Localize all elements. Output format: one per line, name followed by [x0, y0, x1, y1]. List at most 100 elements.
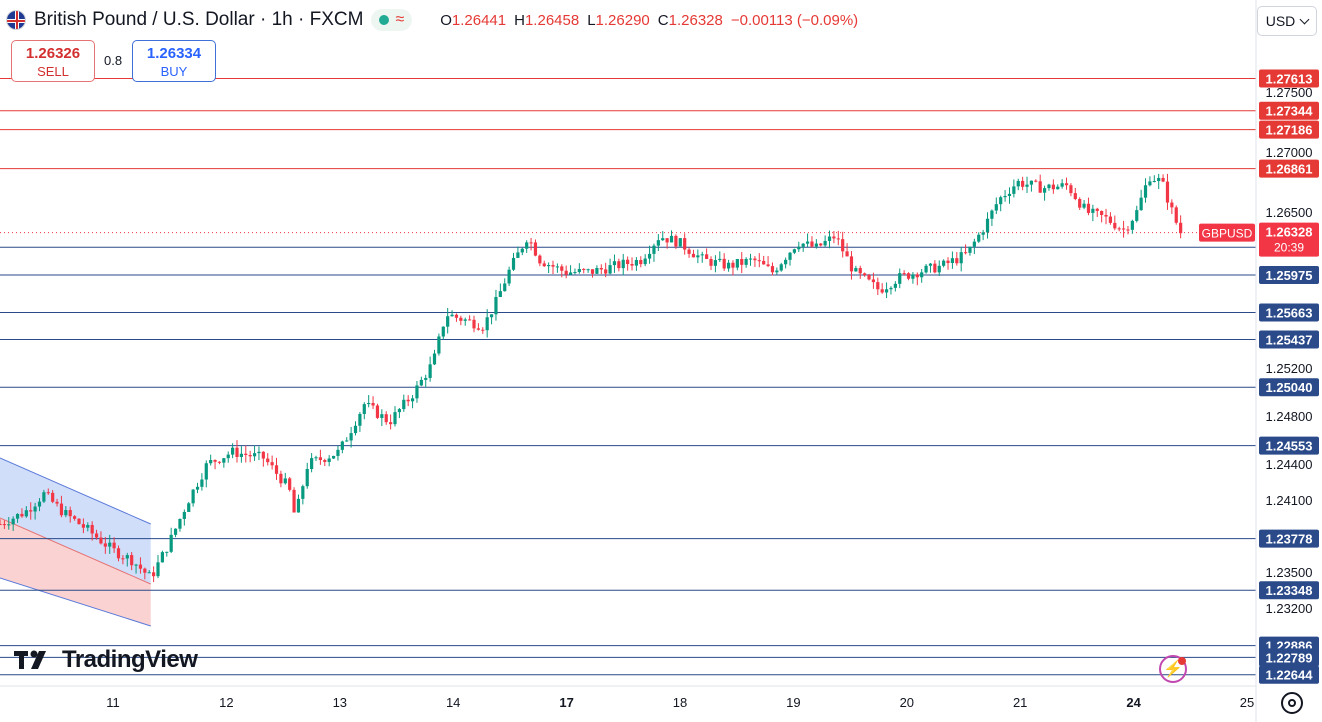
tradingview-logo[interactable]: TradingView: [14, 646, 198, 674]
y-tick-label-4: 1.24800: [1266, 409, 1313, 424]
symbol-tag: GBPUSD: [1202, 227, 1253, 241]
candle-body-178: [779, 264, 783, 271]
resistance-level-2-label-bg: [1259, 120, 1319, 139]
x-tick-label-5: 18: [673, 695, 687, 710]
candle-body-208: [911, 274, 915, 279]
y-tick-label-2: 1.26500: [1266, 205, 1313, 220]
candle-body-129: [564, 270, 568, 275]
candle-body-100: [437, 336, 441, 354]
candle-body-186: [814, 243, 818, 247]
buy-button[interactable]: 1.26334 BUY: [132, 40, 216, 82]
resistance-level-1-label: 1.27344: [1266, 104, 1314, 119]
y-tick-label-8: 1.23200: [1266, 601, 1313, 616]
candle-body-84: [367, 403, 371, 405]
candle-body-99: [432, 353, 437, 365]
candle-body-32: [138, 564, 143, 569]
candle-body-159: [696, 255, 700, 258]
candle-body-197: [863, 273, 867, 276]
candle-body-16: [68, 510, 72, 517]
candle-body-229: [1003, 195, 1007, 198]
candle-body-58: [252, 453, 257, 457]
market-status-pill[interactable]: ≈: [371, 9, 413, 31]
candle-body-95: [415, 385, 419, 399]
candle-body-6: [24, 510, 28, 517]
candle-body-36: [156, 562, 160, 577]
last-price-label: 1.26328: [1266, 225, 1313, 240]
candle-body-113: [494, 296, 498, 315]
candle-body-18: [77, 518, 81, 525]
candle-body-1: [2, 524, 6, 526]
candle-body-183: [801, 243, 805, 247]
x-tick-label-2: 13: [333, 695, 347, 710]
candle-body-132: [577, 268, 581, 273]
candle-body-203: [889, 287, 893, 290]
candle-body-53: [231, 447, 235, 455]
candle-body-158: [691, 253, 696, 258]
candle-body-102: [446, 316, 450, 327]
candle-body-142: [621, 259, 625, 269]
support-level-5-label-bg: [1259, 436, 1319, 455]
candle-body-92: [402, 399, 406, 410]
flash-alert-icon[interactable]: ⚡: [1159, 655, 1187, 683]
support-level-4-label: 1.25040: [1266, 380, 1313, 395]
candle-body-225: [985, 218, 990, 233]
candle-body-226: [990, 210, 994, 219]
candle-body-232: [1016, 180, 1020, 187]
tradingview-logo-icon: [14, 650, 46, 669]
price-axis-bg: [1256, 0, 1322, 722]
x-tick-label-4: 17: [559, 695, 573, 710]
candle-body-7: [29, 510, 33, 512]
candle-body-254: [1113, 222, 1117, 229]
candle-body-119: [520, 248, 524, 253]
candle-body-97: [424, 377, 428, 380]
symbol-tag-bg: [1199, 223, 1255, 242]
candle-body-154: [674, 235, 678, 247]
candle-body-237: [1038, 181, 1042, 193]
candle-body-9: [37, 501, 42, 507]
support-level-3-label-bg: [1259, 330, 1319, 349]
candle-body-4: [15, 513, 20, 519]
x-tick-label-9: 24: [1126, 695, 1141, 710]
candle-body-64: [279, 473, 283, 484]
sell-label: SELL: [37, 64, 69, 79]
candle-body-85: [371, 403, 375, 406]
candle-body-73: [318, 457, 322, 461]
wave-icon: ≈: [395, 11, 405, 28]
candle-body-81: [353, 425, 358, 434]
candle-body-194: [849, 256, 854, 272]
resistance-level-2-label: 1.27186: [1266, 123, 1313, 138]
candle-body-161: [705, 254, 709, 259]
candle-body-231: [1012, 186, 1016, 194]
symbol-title[interactable]: British Pound / U.S. Dollar · 1h · FXCM: [34, 9, 364, 30]
candle-body-264: [1157, 177, 1161, 182]
candle-body-185: [810, 241, 814, 247]
candle-body-216: [946, 260, 950, 264]
candle-body-94: [410, 398, 415, 402]
y-tick-label-1: 1.27000: [1266, 145, 1313, 160]
candle-body-176: [770, 266, 775, 273]
settings-icon[interactable]: [1281, 692, 1303, 714]
currency-dropdown[interactable]: USD: [1257, 6, 1317, 36]
candle-body-59: [257, 451, 261, 454]
candle-body-207: [906, 273, 911, 279]
candle-body-170: [744, 258, 748, 265]
candle-body-21: [90, 524, 94, 534]
candle-body-112: [489, 314, 494, 318]
candle-body-166: [726, 262, 731, 269]
price-axis: 1.27500 1.27000 1.26500 1.25200 1.24800 1.244…: [1199, 0, 1322, 722]
candle-body-180: [788, 252, 792, 260]
spread-value: 0.8: [104, 53, 123, 68]
candle-body-38: [165, 551, 169, 553]
candle-body-134: [586, 269, 590, 271]
ohlc-values: O1.26441 H1.26458 L1.26290 C1.26328 −0.0…: [440, 11, 859, 29]
support-level-1-label-bg: [1259, 266, 1319, 284]
candle-body-107: [468, 319, 472, 321]
support-level-2-label-bg: [1259, 303, 1319, 322]
candle-body-174: [762, 260, 766, 265]
candle-body-20: [86, 524, 90, 528]
candle-body-105: [459, 317, 463, 321]
sell-button[interactable]: 1.26326 SELL: [11, 40, 95, 82]
candle-body-204: [893, 283, 897, 288]
candle-body-91: [397, 409, 401, 413]
